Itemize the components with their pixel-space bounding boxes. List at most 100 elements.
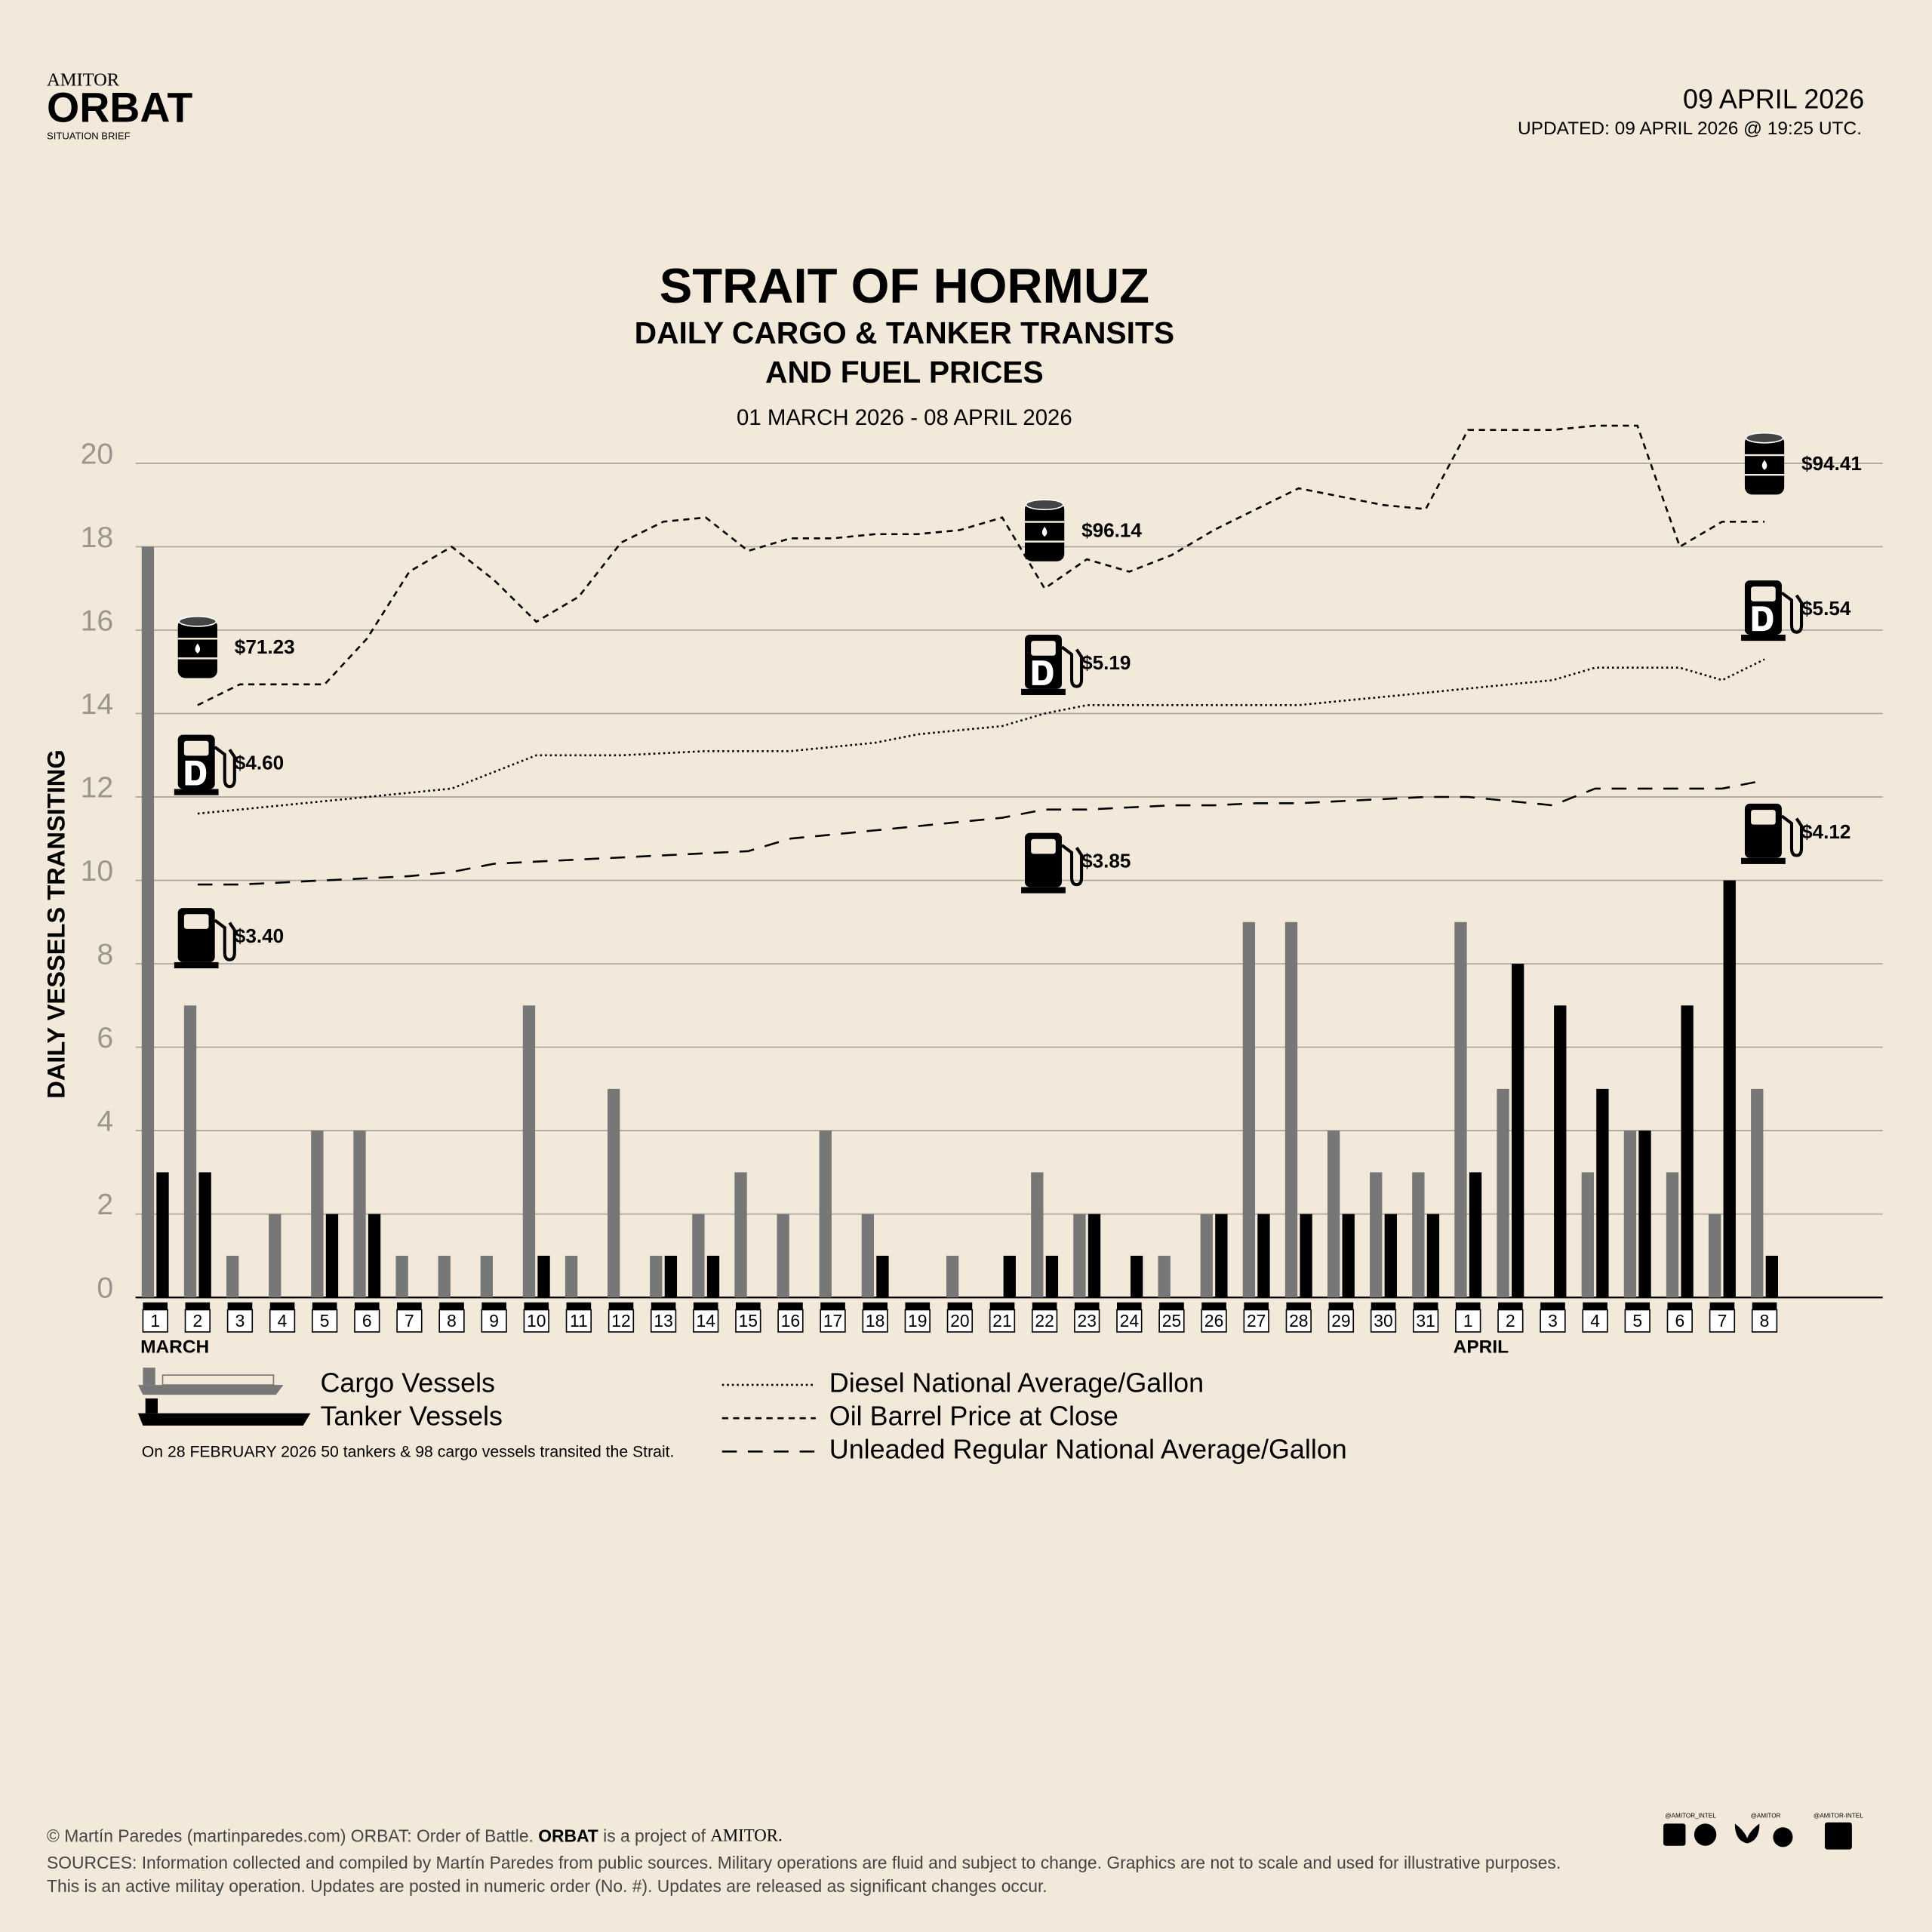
- bar: [861, 1214, 875, 1298]
- barrel-icon: [1744, 432, 1785, 495]
- date: 09 APRIL 2026: [1683, 83, 1864, 114]
- pump-window: [1751, 810, 1776, 825]
- calendar-box: [820, 1309, 846, 1333]
- calendar-box: [142, 1309, 168, 1333]
- x-tick-label: 16: [781, 1311, 800, 1331]
- pump-hose: [214, 746, 236, 789]
- calendar-top: [143, 1302, 168, 1310]
- calendar-top: [905, 1302, 931, 1310]
- bar: [141, 546, 155, 1298]
- x-tick-label: 31: [1416, 1311, 1435, 1331]
- x-tick-label: 27: [1247, 1311, 1266, 1331]
- bar: [269, 1214, 281, 1298]
- bar: [876, 1255, 889, 1298]
- x-tick-label: 17: [823, 1311, 842, 1331]
- calendar-box: [989, 1309, 1016, 1333]
- bar: [480, 1255, 493, 1298]
- x-tick-label: 18: [866, 1311, 884, 1331]
- calendar-top: [947, 1302, 973, 1310]
- icon-reddit[interactable]: [1773, 1827, 1793, 1847]
- price-line: [197, 779, 1765, 886]
- bar: [777, 1214, 789, 1298]
- bar: [1327, 1131, 1340, 1298]
- calendar-top: [1709, 1302, 1735, 1310]
- pump-icon: [1021, 634, 1084, 695]
- icon-telegram[interactable]: [1694, 1823, 1717, 1846]
- x-tick-label: 19: [908, 1311, 927, 1331]
- icon-linkedin[interactable]: [1824, 1822, 1852, 1850]
- bar: [1666, 1172, 1679, 1298]
- x-tick-label: 7: [405, 1311, 414, 1331]
- calendar-box: [1751, 1309, 1778, 1333]
- updated: UPDATED: 09 APRIL 2026 @ 19:25 UTC.: [1518, 118, 1862, 139]
- calendar-top: [354, 1302, 380, 1310]
- calendar-top: [1455, 1302, 1481, 1310]
- x-tick-label: 21: [992, 1311, 1011, 1331]
- legend-label: Tanker Vessels: [320, 1401, 502, 1432]
- x-tick-label: 29: [1331, 1311, 1350, 1331]
- barrel-drop: [195, 643, 201, 654]
- barrel-drop: [1041, 527, 1048, 537]
- ship-icon: [137, 1367, 284, 1395]
- calendar-box: [523, 1309, 549, 1333]
- calendar-top: [566, 1302, 592, 1310]
- calendar-top: [312, 1302, 337, 1310]
- calendar-top: [524, 1302, 549, 1310]
- icon-bluesky[interactable]: [1734, 1823, 1760, 1844]
- bar: [1300, 1214, 1312, 1298]
- bar: [226, 1255, 239, 1298]
- calendar-box: [1582, 1309, 1608, 1333]
- price-label: $96.14: [1081, 518, 1142, 541]
- pump-base: [1741, 857, 1786, 864]
- bar: [198, 1172, 211, 1298]
- bar: [946, 1255, 959, 1298]
- chart-subtitle: AND FUEL PRICES: [765, 355, 1044, 389]
- pump-base: [174, 961, 219, 969]
- bar: [1215, 1214, 1228, 1298]
- pump-icon: [174, 734, 236, 795]
- handle: @AMITOR-INTEL: [1814, 1813, 1863, 1820]
- calendar-box: [735, 1309, 761, 1333]
- ship-bridge: [145, 1398, 158, 1414]
- brand-top: AMITOR: [47, 69, 120, 90]
- x-tick-label: 1: [1463, 1311, 1473, 1331]
- pump-icon: [1741, 580, 1804, 641]
- calendar-top: [1667, 1302, 1693, 1310]
- calendar-top: [1413, 1302, 1438, 1310]
- month-label: APRIL: [1454, 1337, 1509, 1358]
- calendar-top: [1032, 1302, 1057, 1310]
- calendar-box: [396, 1309, 423, 1333]
- x-tick-label: 5: [1632, 1311, 1642, 1331]
- bar: [1200, 1214, 1213, 1298]
- footer-credit: © Martín Paredes (martinparedes.com) ORB…: [47, 1826, 783, 1845]
- calendar-box: [904, 1309, 931, 1333]
- calendar-top: [1583, 1302, 1607, 1310]
- pump-icon: [1741, 803, 1804, 864]
- bar: [1751, 1088, 1764, 1298]
- social-icons: [1663, 1822, 1852, 1850]
- calendar-top: [778, 1302, 803, 1310]
- calendar-top: [1117, 1302, 1142, 1310]
- bar: [692, 1214, 705, 1298]
- bar: [368, 1214, 381, 1298]
- x-tick-label: 13: [654, 1311, 672, 1331]
- calendar-top: [481, 1302, 506, 1310]
- icon-x[interactable]: [1663, 1823, 1686, 1846]
- calendar-box: [269, 1309, 296, 1333]
- x-tick-label: 10: [527, 1311, 546, 1331]
- pump-window: [1031, 838, 1056, 854]
- bar: [1284, 921, 1298, 1298]
- bar: [1426, 1214, 1440, 1298]
- pump-base: [1741, 634, 1786, 641]
- bar: [1242, 921, 1256, 1298]
- y-tick-label: 6: [97, 1022, 113, 1054]
- bar: [608, 1088, 620, 1298]
- pump-window: [1751, 586, 1776, 601]
- bar: [1003, 1255, 1016, 1298]
- calendar-box: [1370, 1309, 1397, 1333]
- pump-hose: [1060, 645, 1084, 688]
- calendar-top: [185, 1302, 211, 1310]
- calendar-top: [439, 1302, 464, 1310]
- bar: [565, 1255, 578, 1298]
